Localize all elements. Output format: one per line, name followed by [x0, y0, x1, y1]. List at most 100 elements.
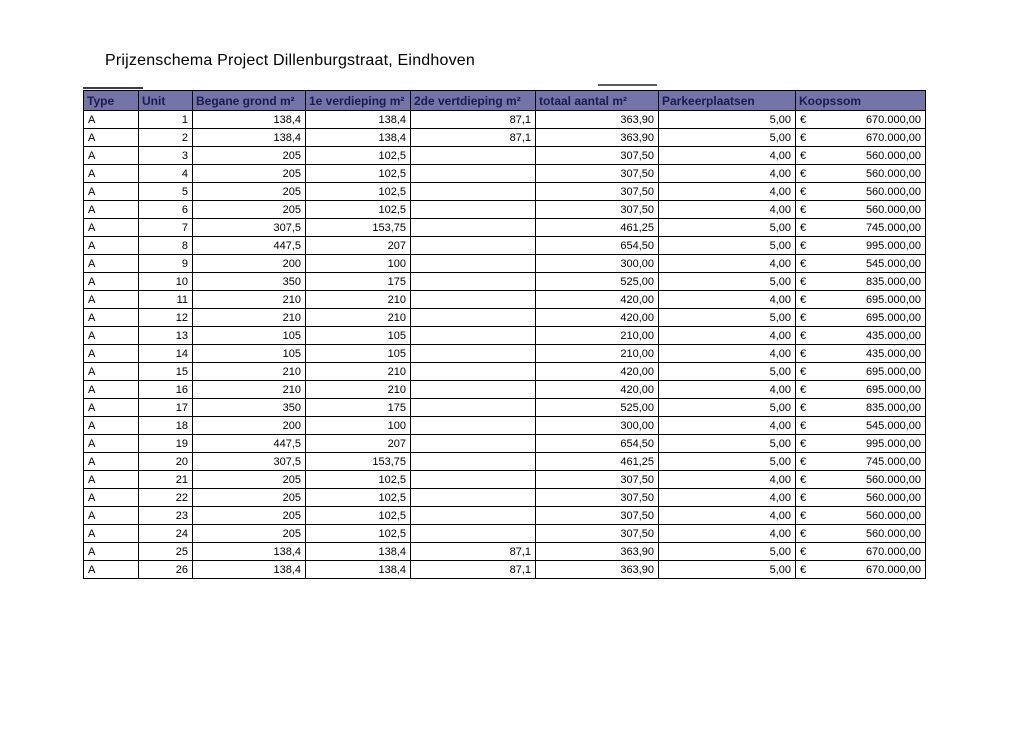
- cell-unit: 14: [138, 344, 193, 363]
- cell-parkeerplaatsen: 4,00: [658, 290, 796, 309]
- cell-totaal: 363,90: [535, 542, 659, 561]
- table-row: A 2 138,4 138,4 87,1 363,90 5,00 €670.000,00: [83, 128, 926, 147]
- cell-koopssom: €995.000,00: [795, 434, 926, 453]
- cell-type: A: [83, 200, 139, 219]
- cell-begane-grond: 205: [192, 146, 306, 165]
- cell-begane-grond: 138,4: [192, 110, 306, 129]
- cell-parkeerplaatsen: 4,00: [658, 488, 796, 507]
- table-row: A 12 210 210 420,00 5,00 €695.000,00: [83, 308, 926, 327]
- cell-1e-verdieping: 138,4: [305, 542, 411, 561]
- cell-unit: 20: [138, 452, 193, 471]
- cell-parkeerplaatsen: 4,00: [658, 182, 796, 201]
- cell-type: A: [83, 344, 139, 363]
- cell-2de-verdieping: [410, 470, 536, 489]
- cell-begane-grond: 210: [192, 308, 306, 327]
- table-row: A 9 200 100 300,00 4,00 €545.000,00: [83, 254, 926, 273]
- koopssom-value: 995.000,00: [865, 239, 921, 252]
- cell-type: A: [83, 362, 139, 381]
- cell-koopssom: €695.000,00: [795, 362, 926, 381]
- koopssom-value: 745.000,00: [865, 221, 921, 234]
- cell-totaal: 307,50: [535, 200, 659, 219]
- cell-totaal: 210,00: [535, 326, 659, 345]
- cell-2de-verdieping: [410, 380, 536, 399]
- cell-begane-grond: 350: [192, 272, 306, 291]
- cell-unit: 10: [138, 272, 193, 291]
- price-table: Type Unit Begane grond m² 1e verdieping m² 2…: [83, 90, 926, 579]
- cell-unit: 5: [138, 182, 193, 201]
- cell-parkeerplaatsen: 4,00: [658, 344, 796, 363]
- cell-begane-grond: 200: [192, 416, 306, 435]
- cell-2de-verdieping: [410, 200, 536, 219]
- koopssom-value: 560.000,00: [865, 509, 921, 522]
- cell-koopssom: €560.000,00: [795, 182, 926, 201]
- cell-1e-verdieping: 210: [305, 380, 411, 399]
- column-header-type: Type: [83, 90, 139, 111]
- cell-2de-verdieping: [410, 398, 536, 417]
- cell-type: A: [83, 488, 139, 507]
- cell-1e-verdieping: 138,4: [305, 560, 411, 579]
- cell-2de-verdieping: [410, 272, 536, 291]
- cell-1e-verdieping: 175: [305, 398, 411, 417]
- cell-unit: 22: [138, 488, 193, 507]
- cell-begane-grond: 138,4: [192, 128, 306, 147]
- cell-type: A: [83, 506, 139, 525]
- cell-koopssom: €560.000,00: [795, 470, 926, 489]
- cell-type: A: [83, 470, 139, 489]
- table-row: A 4 205 102,5 307,50 4,00 €560.000,00: [83, 164, 926, 183]
- cell-type: A: [83, 524, 139, 543]
- cell-1e-verdieping: 210: [305, 362, 411, 381]
- cell-parkeerplaatsen: 4,00: [658, 470, 796, 489]
- cell-type: A: [83, 308, 139, 327]
- cell-2de-verdieping: [410, 308, 536, 327]
- cell-parkeerplaatsen: 5,00: [658, 308, 796, 327]
- cell-type: A: [83, 164, 139, 183]
- koopssom-value: 545.000,00: [865, 419, 921, 432]
- cell-type: A: [83, 398, 139, 417]
- table-row: A 13 105 105 210,00 4,00 €435.000,00: [83, 326, 926, 345]
- table-row: A 7 307,5 153,75 461,25 5,00 €745.000,00: [83, 218, 926, 237]
- table-row: A 18 200 100 300,00 4,00 €545.000,00: [83, 416, 926, 435]
- column-header-2de-verdieping: 2de vertdieping m²: [410, 90, 536, 111]
- table-row: A 16 210 210 420,00 4,00 €695.000,00: [83, 380, 926, 399]
- cell-parkeerplaatsen: 5,00: [658, 560, 796, 579]
- table-row: A 19 447,5 207 654,50 5,00 €995.000,00: [83, 434, 926, 453]
- cell-type: A: [83, 542, 139, 561]
- koopssom-value: 695.000,00: [865, 365, 921, 378]
- cell-totaal: 300,00: [535, 416, 659, 435]
- euro-symbol: €: [800, 257, 807, 270]
- koopssom-value: 545.000,00: [865, 257, 921, 270]
- cell-totaal: 307,50: [535, 524, 659, 543]
- cell-koopssom: €695.000,00: [795, 380, 926, 399]
- cell-unit: 1: [138, 110, 193, 129]
- table-row: A 15 210 210 420,00 5,00 €695.000,00: [83, 362, 926, 381]
- column-header-koopssom: Koopssom: [795, 90, 926, 111]
- euro-symbol: €: [800, 473, 807, 486]
- cell-2de-verdieping: [410, 506, 536, 525]
- cell-unit: 19: [138, 434, 193, 453]
- cell-unit: 2: [138, 128, 193, 147]
- cell-totaal: 307,50: [535, 146, 659, 165]
- cell-parkeerplaatsen: 5,00: [658, 398, 796, 417]
- euro-symbol: €: [800, 437, 807, 450]
- cell-koopssom: €670.000,00: [795, 542, 926, 561]
- table-row: A 6 205 102,5 307,50 4,00 €560.000,00: [83, 200, 926, 219]
- cell-totaal: 461,25: [535, 452, 659, 471]
- cell-parkeerplaatsen: 4,00: [658, 200, 796, 219]
- table-row: A 17 350 175 525,00 5,00 €835.000,00: [83, 398, 926, 417]
- table-row: A 20 307,5 153,75 461,25 5,00 €745.000,00: [83, 452, 926, 471]
- cell-type: A: [83, 254, 139, 273]
- cell-koopssom: €545.000,00: [795, 254, 926, 273]
- cell-koopssom: €695.000,00: [795, 290, 926, 309]
- cell-2de-verdieping: [410, 434, 536, 453]
- koopssom-value: 560.000,00: [865, 185, 921, 198]
- cell-unit: 11: [138, 290, 193, 309]
- cell-koopssom: €670.000,00: [795, 128, 926, 147]
- cell-begane-grond: 205: [192, 506, 306, 525]
- cell-type: A: [83, 236, 139, 255]
- koopssom-value: 695.000,00: [865, 293, 921, 306]
- column-header-parkeerplaatsen: Parkeerplaatsen: [658, 90, 796, 111]
- cell-koopssom: €745.000,00: [795, 452, 926, 471]
- cell-begane-grond: 200: [192, 254, 306, 273]
- koopssom-value: 695.000,00: [865, 311, 921, 324]
- euro-symbol: €: [800, 419, 807, 432]
